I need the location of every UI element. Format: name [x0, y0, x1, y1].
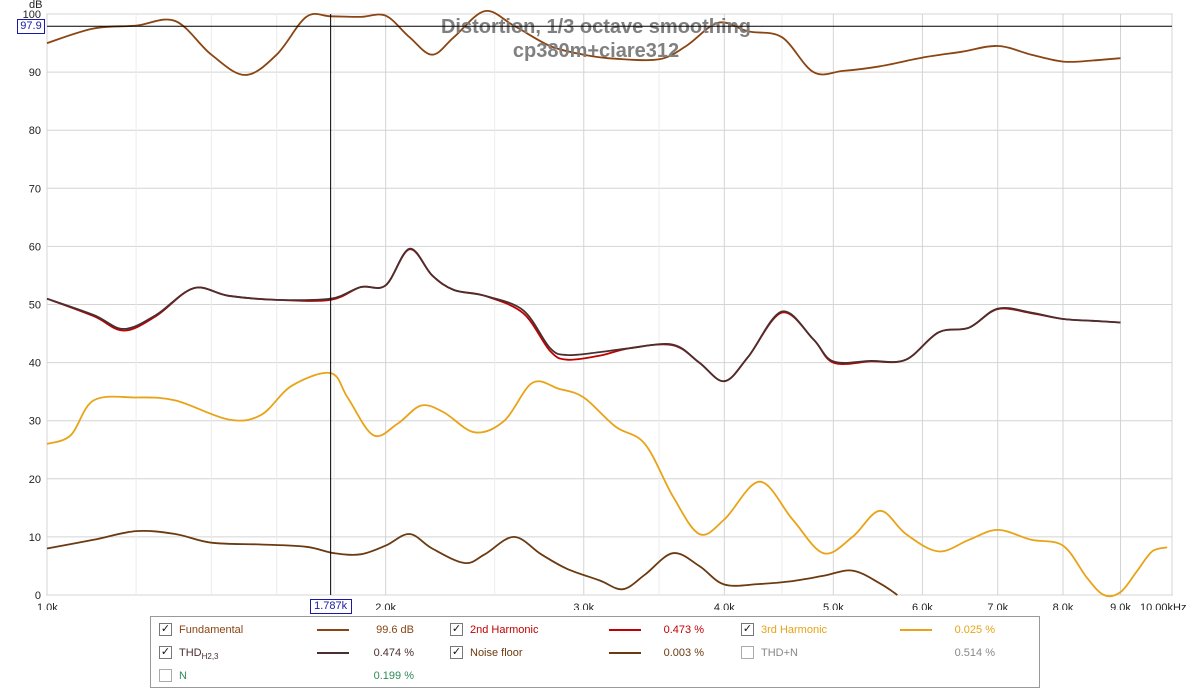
x-tick-label: 5.0k — [823, 602, 844, 610]
y-tick-label: 0 — [35, 590, 41, 602]
3rd-harmonic-label: 3rd Harmonic — [761, 624, 828, 636]
noise-floor-checkbox[interactable]: ✓ — [450, 646, 463, 659]
thd-value: 0.474 % — [373, 647, 414, 659]
n-label: N — [179, 670, 187, 682]
x-tick-label: 10.00kHz — [1140, 602, 1186, 610]
thd-n-checkbox[interactable]: ✓ — [741, 646, 754, 659]
crosshair-cursor[interactable] — [47, 14, 1172, 595]
y-tick-label: 90 — [29, 67, 41, 79]
3rd-harmonic-checkbox[interactable]: ✓ — [741, 623, 754, 636]
legend-row-1: ✓ Fundamental 99.6 dB ✓ 2nd Harmonic 0.4… — [151, 619, 1039, 641]
chart-grid — [46, 13, 1173, 596]
y-tick-label: 50 — [29, 300, 41, 312]
distortion-chart[interactable]: 0 10 20 30 40 50 60 70 80 90 100 1.0k 2.0k 3.0k 4.0k 5.… — [0, 0, 1193, 610]
x-tick-label: 9.0k — [1110, 602, 1131, 610]
x-tick-label: 7.0k — [987, 602, 1008, 610]
thd-n-label: THD+N — [761, 647, 798, 659]
thd-label: THDH2,3 — [179, 647, 219, 661]
legend-panel: ✓ Fundamental 99.6 dB ✓ 2nd Harmonic 0.4… — [150, 616, 1040, 688]
y-tick-label: 20 — [29, 474, 41, 486]
y-tick-label: 70 — [29, 183, 41, 195]
3rd-harmonic-swatch — [900, 629, 932, 631]
fundamental-swatch — [317, 629, 349, 631]
x-tick-label: 6.0k — [912, 602, 933, 610]
thd-label-subscript: H2,3 — [201, 652, 219, 662]
n-checkbox[interactable]: ✓ — [159, 669, 172, 682]
x-tick-label: 2.0k — [375, 602, 396, 610]
y-tick-label: 60 — [29, 241, 41, 253]
fundamental-label: Fundamental — [179, 624, 244, 636]
cursor-x-readout: 1.787k — [309, 599, 352, 614]
chart-subtitle: cp380m+ciare312 — [513, 40, 679, 62]
2nd-harmonic-checkbox[interactable]: ✓ — [450, 623, 463, 636]
x-tick-label: 8.0k — [1053, 602, 1074, 610]
y-tick-label: 80 — [29, 125, 41, 137]
y-tick-label: 30 — [29, 416, 41, 428]
legend-row-2: ✓ THDH2,3 0.474 % ✓ Noise floor 0.003 % … — [151, 642, 1039, 664]
n-value: 0.199 % — [373, 670, 414, 682]
x-tick-label: 3.0k — [573, 602, 594, 610]
chart-title: Distortion, 1/3 octave smoothing — [441, 16, 751, 38]
cursor-y-readout: 97.9 — [17, 19, 45, 35]
x-tick-label: 1.0k — [37, 602, 58, 610]
y-tick-label: 40 — [29, 358, 41, 370]
2nd-harmonic-value: 0.473 % — [663, 624, 704, 636]
fundamental-value: 99.6 dB — [376, 624, 414, 636]
chart-series — [46, 10, 1168, 598]
2nd-harmonic-label: 2nd Harmonic — [470, 624, 539, 636]
thd-swatch — [317, 652, 349, 654]
series-line-noise-floor — [46, 529, 898, 596]
noise-floor-value: 0.003 % — [663, 647, 704, 659]
fundamental-checkbox[interactable]: ✓ — [159, 623, 172, 636]
x-tick-label: 4.0k — [714, 602, 735, 610]
3rd-harmonic-value: 0.025 % — [954, 624, 995, 636]
2nd-harmonic-swatch — [609, 629, 641, 631]
series-line-fundamental — [46, 10, 1121, 76]
thd-n-value: 0.514 % — [954, 647, 995, 659]
thd-label-text: THD — [179, 647, 202, 659]
y-axis-unit-label: dB — [29, 0, 42, 11]
noise-floor-label: Noise floor — [470, 647, 523, 659]
series-line-3rd-harmonic — [46, 371, 1168, 598]
legend-row-3: ✓ N 0.199 % — [151, 665, 1039, 687]
series-line-thd — [46, 247, 1121, 383]
y-tick-label: 100 — [23, 9, 41, 21]
thd-checkbox[interactable]: ✓ — [159, 646, 172, 659]
noise-floor-swatch — [609, 652, 641, 654]
y-tick-label: 10 — [29, 532, 41, 544]
chart-axes: 0 10 20 30 40 50 60 70 80 90 100 1.0k 2.0k 3.0k 4.0k 5.… — [23, 9, 1187, 610]
